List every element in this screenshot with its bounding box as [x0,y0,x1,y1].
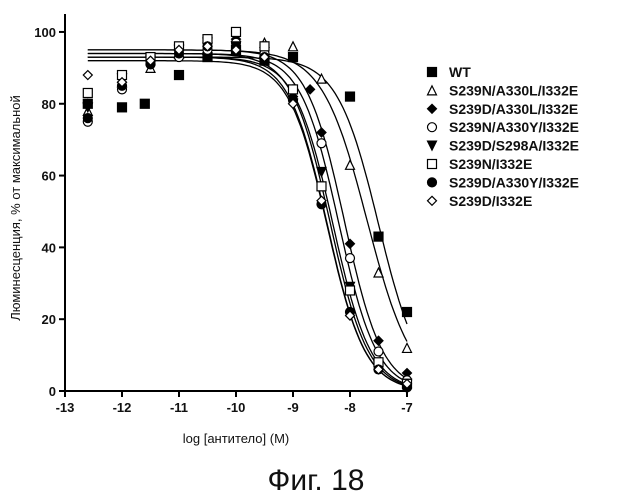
x-tick-label: -10 [227,400,246,415]
y-axis-label: Люминесценция, % от максимальной [8,95,23,321]
data-point [289,42,298,51]
data-point [317,128,326,137]
y-tick-label: 0 [49,384,56,399]
fit-curve [88,54,407,383]
legend-entry: S239D/A330L/I332E [449,101,578,117]
data-point [403,343,412,352]
legend-entry: S239D/A330Y/I332E [449,174,579,190]
y-tick-label: 60 [42,169,56,184]
data-point [289,85,298,94]
x-tick-label: -12 [113,400,132,415]
legend-marker [428,160,437,169]
data-point [140,99,149,108]
data-point [83,114,92,123]
legend-marker [428,123,437,132]
data-point [289,53,298,62]
y-tick-label: 20 [42,312,56,327]
data-point [346,286,355,295]
data-point [83,88,92,97]
fit-curve [88,57,407,386]
fit-curve [88,54,407,386]
data-point [260,42,269,51]
legend-entry: S239N/A330Y/I332E [449,119,579,135]
legend-marker [428,86,437,95]
data-point [346,92,355,101]
legend: WT S239N/A330L/I332E S239D/A330L/I332E S239… [428,64,579,209]
x-axis-label: log [антитело] (M) [183,431,289,446]
data-point [374,336,383,345]
legend-marker [428,178,437,187]
x-tick-label: -7 [401,400,413,415]
legend-entry: S239D/S298A/I332E [449,138,579,154]
data-point [118,103,127,112]
y-tick-label: 80 [42,97,56,112]
data-point [175,71,184,80]
legend-marker [428,104,437,113]
x-tick-label: -11 [170,400,188,415]
data-point [346,160,355,169]
x-tick-label: -9 [287,400,299,415]
legend-marker [428,68,437,77]
data-point [346,254,355,263]
data-point [317,139,326,148]
legend-entry: S239N/I332E [449,156,532,172]
figure-caption: Фиг. 18 [268,464,365,497]
legend-marker [428,141,437,150]
y-tick-label: 100 [34,25,56,40]
data-point [317,182,326,191]
data-point [403,308,412,317]
legend-marker [428,196,437,205]
data-point [374,232,383,241]
data-point [232,27,241,36]
fit-curve [88,61,407,386]
y-tick-label: 40 [42,240,56,255]
legend-entry: S239D/I332E [449,193,532,209]
legend-entry: WT [449,64,471,80]
fit-curve [88,50,407,342]
fit-curves [88,50,407,386]
data-point [83,71,92,80]
x-tick-label: -8 [344,400,356,415]
fit-curve [88,57,407,384]
data-point [346,239,355,248]
data-point [317,74,326,83]
legend-entry: S239N/A330L/I332E [449,82,578,98]
data-point [374,347,383,356]
x-tick-label: -13 [56,400,75,415]
